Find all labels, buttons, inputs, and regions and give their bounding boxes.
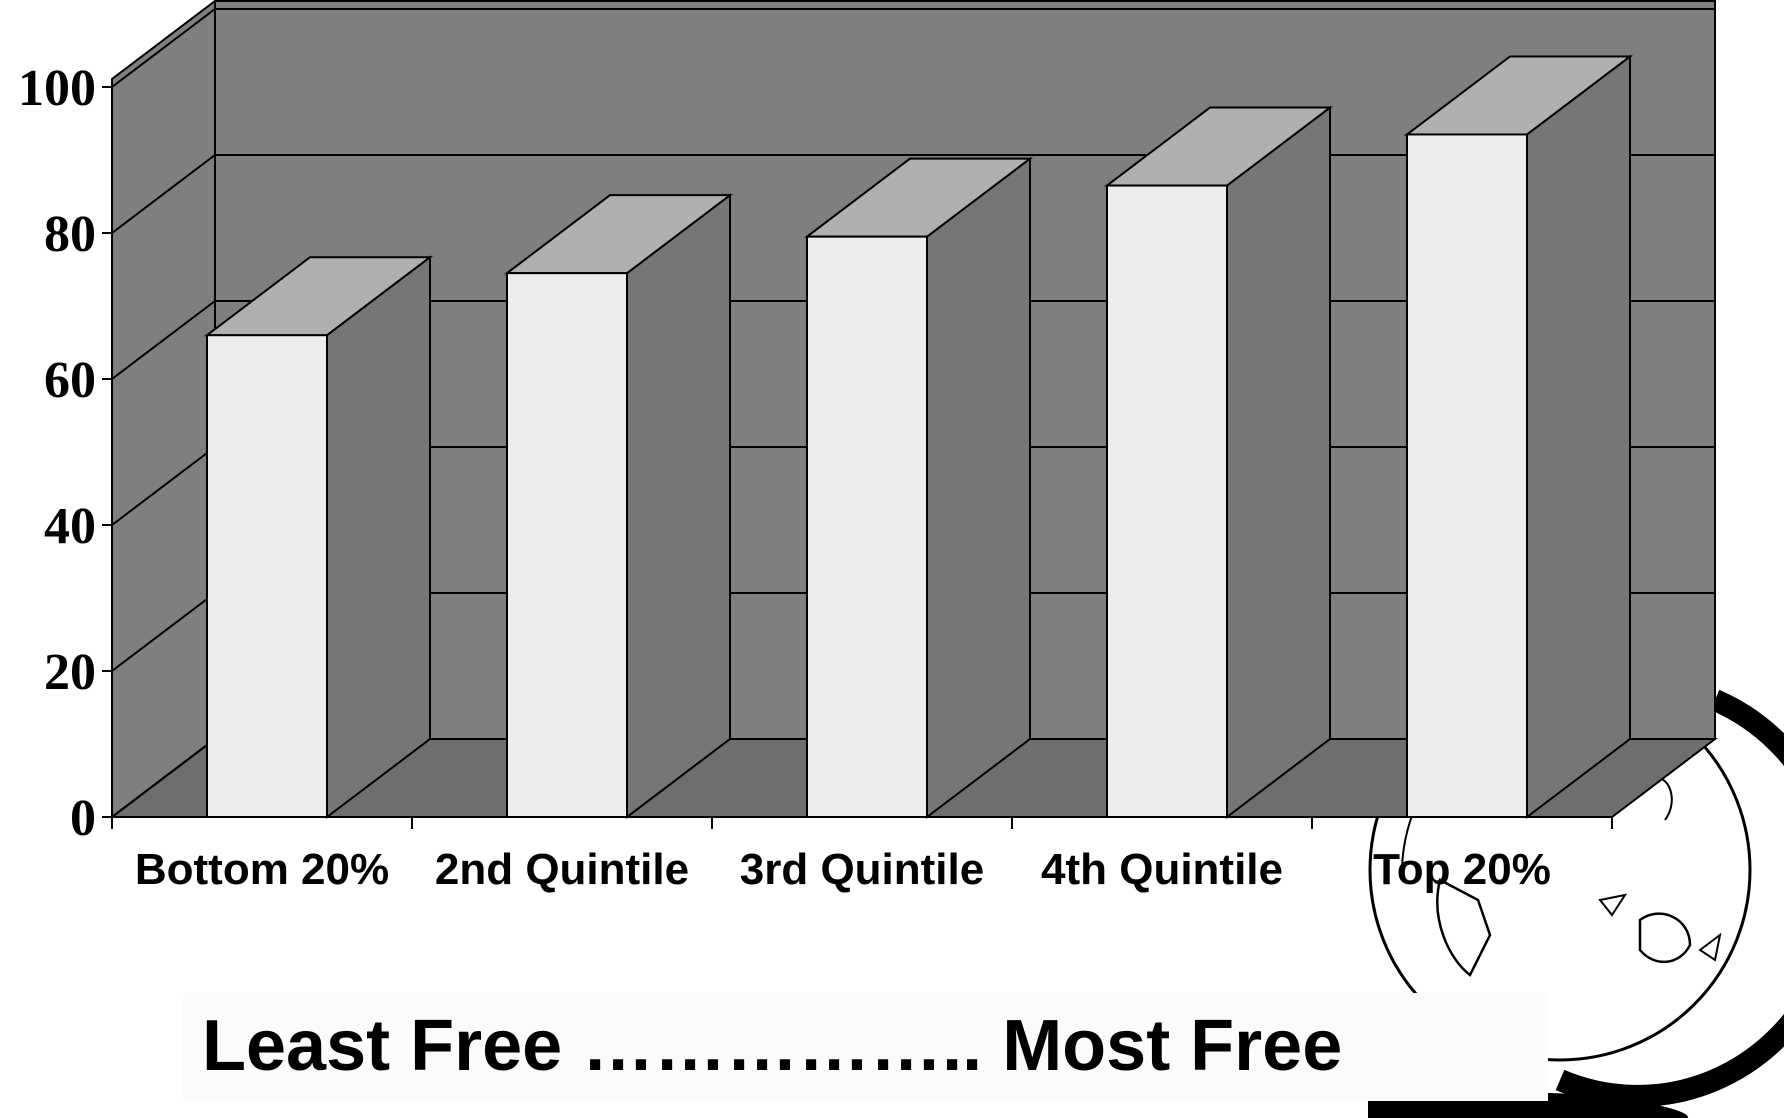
- bar-front: [506, 272, 628, 818]
- bar: [204, 255, 433, 820]
- x-tick-label: 2nd Quintile: [435, 845, 689, 894]
- y-tick-label: 0: [70, 790, 96, 847]
- bar: [1404, 54, 1633, 820]
- bar-side: [326, 255, 431, 820]
- bar: [504, 193, 733, 820]
- side-wall: [111, 0, 216, 820]
- gridline: [111, 8, 1715, 88]
- bar-side: [1526, 54, 1631, 820]
- bar-front: [1406, 133, 1528, 818]
- bar-side: [1226, 105, 1331, 820]
- bar-side: [926, 156, 1031, 820]
- bar-front: [806, 235, 928, 818]
- y-tick-label: 100: [18, 60, 96, 117]
- y-tick-label: 40: [44, 498, 96, 555]
- y-tick-label: 80: [44, 206, 96, 263]
- x-tick-label: 4th Quintile: [1041, 845, 1283, 894]
- bar-side: [626, 193, 731, 820]
- x-tick-label: Bottom 20%: [135, 845, 389, 894]
- x-tick-label: Top 20%: [1373, 845, 1551, 894]
- bar-front: [206, 334, 328, 818]
- bar-front: [1106, 184, 1228, 819]
- bar: [804, 156, 1033, 820]
- bar: [1104, 105, 1333, 820]
- y-tick-label: 20: [44, 644, 96, 701]
- x-tick-label: 3rd Quintile: [740, 845, 984, 894]
- footer-label: Least Free …………….. Most Free: [202, 1006, 1343, 1086]
- footer-banner: [183, 993, 1548, 1101]
- y-tick-label: 60: [44, 352, 96, 409]
